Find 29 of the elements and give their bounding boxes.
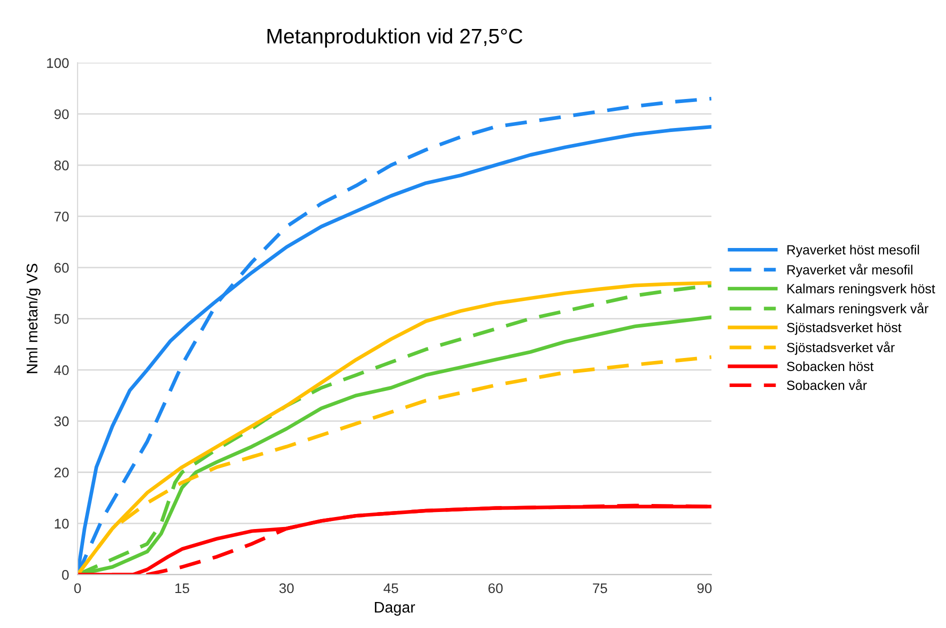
y-tick-label: 80 (54, 160, 69, 170)
legend-label: Sjöstadsverket vår (786, 341, 895, 355)
y-axis-title: Nml metan/g VS (26, 264, 41, 374)
y-tick-label: 100 (47, 58, 69, 68)
y-tick-label: 20 (54, 468, 69, 478)
y-tick-label: 50 (54, 314, 69, 324)
x-tick-label: 0 (74, 583, 81, 594)
x-tick-label: 75 (592, 583, 608, 594)
y-tick-label: 60 (54, 262, 69, 273)
x-tick-label: 90 (697, 583, 712, 594)
legend-label: Ryaverket höst mesofil (787, 244, 919, 258)
legend-label: Ryaverket vår mesofil (787, 264, 912, 278)
y-tick-label: 0 (62, 570, 69, 580)
x-tick-label: 45 (384, 583, 398, 594)
chart-title: Metanproduktion vid 27,5°C (268, 28, 522, 48)
y-tick-label: 10 (54, 518, 69, 529)
legend-label: Sjöstadsverket höst (786, 322, 902, 335)
x-tick-label: 60 (488, 583, 503, 594)
y-tick-label: 90 (54, 109, 69, 120)
x-tick-label: 15 (175, 583, 190, 594)
x-tick-label: 30 (279, 583, 294, 594)
legend-label: Sobacken höst (786, 361, 874, 372)
legend-label: Kalmars reningsverk höst (787, 284, 936, 296)
legend-label: Sobacken vår (786, 379, 867, 390)
x-axis-title: Dagar (374, 602, 416, 616)
y-tick-label: 70 (54, 212, 69, 222)
y-tick-label: 30 (54, 416, 69, 426)
legend-label: Kalmars reningsverk vår (787, 302, 928, 316)
y-tick-label: 40 (54, 365, 69, 376)
